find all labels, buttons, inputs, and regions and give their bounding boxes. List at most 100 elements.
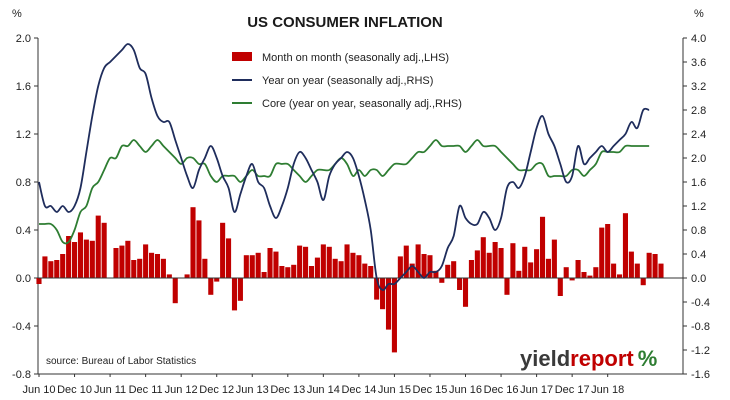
legend-swatch-month-on-month: [232, 52, 252, 61]
bar: [433, 270, 439, 278]
bar: [380, 278, 386, 310]
right-tick-label: 2.8: [691, 105, 706, 117]
bar: [48, 261, 54, 278]
bar: [581, 272, 587, 278]
bar: [397, 256, 403, 278]
bar: [279, 266, 285, 278]
right-axis-ticks: 4.0 3.6 3.2 2.8 2.4 2.0 1.6 1.2 0.8 0.4 0.0 -0.4 -0.…: [683, 33, 710, 381]
bar: [332, 258, 338, 278]
x-axis-labels: Jun 10 Dec 10 Jun 11 Dec 11 Jun 12 Dec 12 Jun …: [22, 373, 683, 396]
x-tick-label: Dec 14: [341, 384, 376, 396]
bar: [445, 264, 451, 278]
bar: [255, 252, 261, 278]
bar: [545, 258, 551, 278]
legend-label-month-on-month: Month on month (seasonally adj.,LHS): [262, 52, 449, 64]
bar: [415, 244, 421, 278]
right-tick-label: 0.0: [691, 273, 706, 285]
legend-label-core: Core (year on year, seasonally adj.,RHS): [262, 98, 462, 110]
bar: [563, 267, 569, 278]
bar: [492, 242, 498, 278]
x-tick-label: Jun 16: [449, 384, 482, 396]
bar: [154, 254, 161, 278]
bar: [101, 222, 107, 278]
bar: [208, 278, 214, 295]
right-tick-label: -0.8: [691, 321, 710, 333]
x-tick-label: Dec 16: [484, 384, 519, 396]
year-on-year-line: [38, 43, 650, 291]
bar: [634, 263, 640, 278]
bar: [166, 274, 172, 278]
bar: [226, 238, 232, 278]
bar: [338, 261, 344, 278]
bar: [652, 254, 658, 278]
x-tick-label: Dec 12: [199, 384, 234, 396]
left-axis-ticks: 2.0 1.6 1.2 0.8 0.4 0.0 -0.4 -0.8: [12, 33, 38, 381]
left-tick-label: 1.6: [16, 81, 31, 93]
bar: [587, 275, 593, 278]
bar: [498, 248, 504, 278]
right-tick-label: -1.6: [691, 369, 710, 381]
bar: [628, 251, 634, 278]
bar: [350, 252, 356, 278]
bar: [539, 216, 546, 278]
yieldreport-logo: yieldreport%: [520, 346, 657, 371]
bar: [314, 257, 320, 278]
bar: [220, 222, 226, 278]
bar: [551, 239, 557, 278]
bar: [468, 260, 474, 278]
bar: [534, 249, 540, 278]
bar: [60, 254, 66, 278]
bar: [427, 255, 433, 278]
bar: [285, 267, 291, 278]
bar: [611, 263, 617, 278]
x-tick-label: Dec 13: [270, 384, 305, 396]
right-tick-label: 1.6: [691, 177, 706, 189]
bar: [528, 262, 534, 278]
bar: [267, 248, 273, 278]
logo-text: yieldreport%: [520, 346, 657, 371]
x-tick-label: Jun 14: [307, 384, 340, 396]
x-tick-label: Jun 18: [591, 384, 624, 396]
bar: [658, 263, 664, 278]
x-tick-label: Jun 13: [236, 384, 269, 396]
bar: [308, 266, 315, 278]
logo-yield: yield: [520, 346, 570, 371]
bar: [605, 224, 611, 278]
bar: [160, 258, 166, 278]
right-axis-unit: %: [694, 8, 704, 20]
right-tick-label: 1.2: [691, 201, 706, 213]
bar: [622, 213, 628, 278]
bar: [125, 240, 131, 278]
x-tick-label: Jun 10: [22, 384, 55, 396]
bar: [320, 244, 326, 278]
bar: [646, 252, 652, 278]
bar: [391, 278, 397, 353]
right-tick-label: -1.2: [691, 345, 710, 357]
bar: [196, 220, 202, 278]
right-tick-label: 4.0: [691, 33, 706, 45]
left-tick-label: 2.0: [16, 33, 31, 45]
line-series: [38, 43, 650, 291]
bar: [190, 207, 196, 278]
bar: [89, 240, 95, 278]
bar: [202, 258, 208, 278]
left-tick-label: -0.8: [12, 369, 31, 381]
bar: [356, 255, 362, 278]
bar: [303, 246, 309, 278]
bar: [616, 274, 623, 278]
bar-series: [36, 207, 664, 353]
bar: [480, 237, 486, 278]
x-tick-label: Dec 17: [555, 384, 590, 396]
right-tick-label: 3.2: [691, 81, 706, 93]
right-tick-label: 2.0: [691, 153, 706, 165]
source-note-background: [40, 352, 200, 368]
core-line: [39, 139, 650, 245]
bar: [510, 243, 516, 278]
bar: [137, 258, 143, 278]
bar: [504, 278, 510, 295]
bar: [486, 252, 492, 278]
bar: [42, 256, 48, 278]
bar: [72, 242, 78, 278]
